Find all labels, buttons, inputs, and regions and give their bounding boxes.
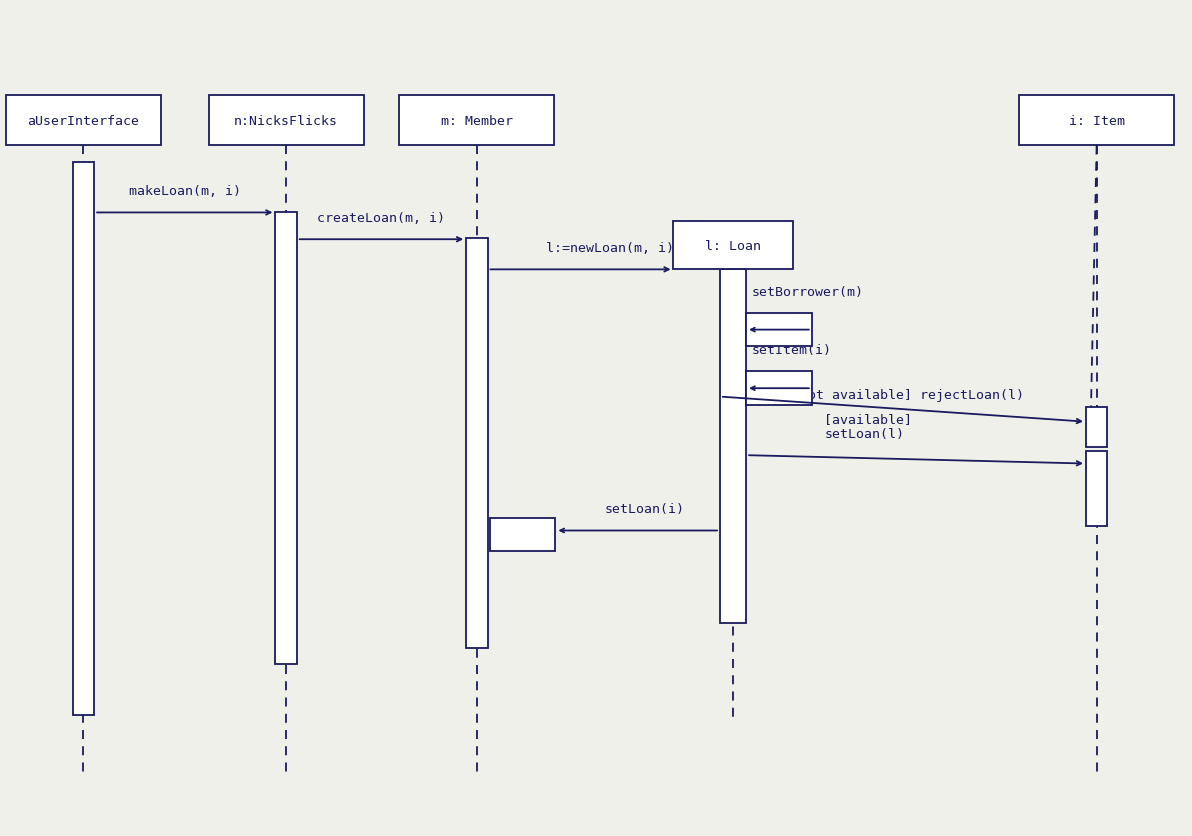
Text: i: Item: i: Item	[1069, 115, 1124, 128]
FancyBboxPatch shape	[1086, 451, 1107, 527]
FancyBboxPatch shape	[466, 238, 488, 648]
FancyBboxPatch shape	[720, 270, 746, 623]
FancyBboxPatch shape	[746, 372, 812, 405]
Text: l: Loan: l: Loan	[706, 239, 760, 252]
Text: aUserInterface: aUserInterface	[27, 115, 139, 128]
Text: [not available] rejectLoan(l): [not available] rejectLoan(l)	[793, 388, 1024, 401]
Text: setBorrower(m): setBorrower(m)	[752, 285, 864, 298]
FancyBboxPatch shape	[6, 96, 161, 146]
Text: makeLoan(m, i): makeLoan(m, i)	[129, 185, 241, 198]
FancyBboxPatch shape	[1019, 96, 1174, 146]
Text: m: Member: m: Member	[441, 115, 513, 128]
FancyBboxPatch shape	[209, 96, 364, 146]
Text: setItem(i): setItem(i)	[752, 344, 832, 357]
Text: n:NicksFlicks: n:NicksFlicks	[234, 115, 339, 128]
Text: createLoan(m, i): createLoan(m, i)	[317, 212, 446, 225]
FancyBboxPatch shape	[275, 213, 297, 665]
FancyBboxPatch shape	[399, 96, 554, 146]
FancyBboxPatch shape	[1086, 408, 1107, 447]
FancyBboxPatch shape	[746, 314, 812, 347]
Text: [available]
setLoan(l): [available] setLoan(l)	[825, 413, 912, 441]
Text: l:=newLoan(m, i): l:=newLoan(m, i)	[546, 242, 675, 255]
FancyBboxPatch shape	[673, 222, 793, 270]
FancyBboxPatch shape	[73, 163, 94, 715]
FancyBboxPatch shape	[490, 518, 555, 552]
Text: setLoan(i): setLoan(i)	[604, 502, 684, 516]
